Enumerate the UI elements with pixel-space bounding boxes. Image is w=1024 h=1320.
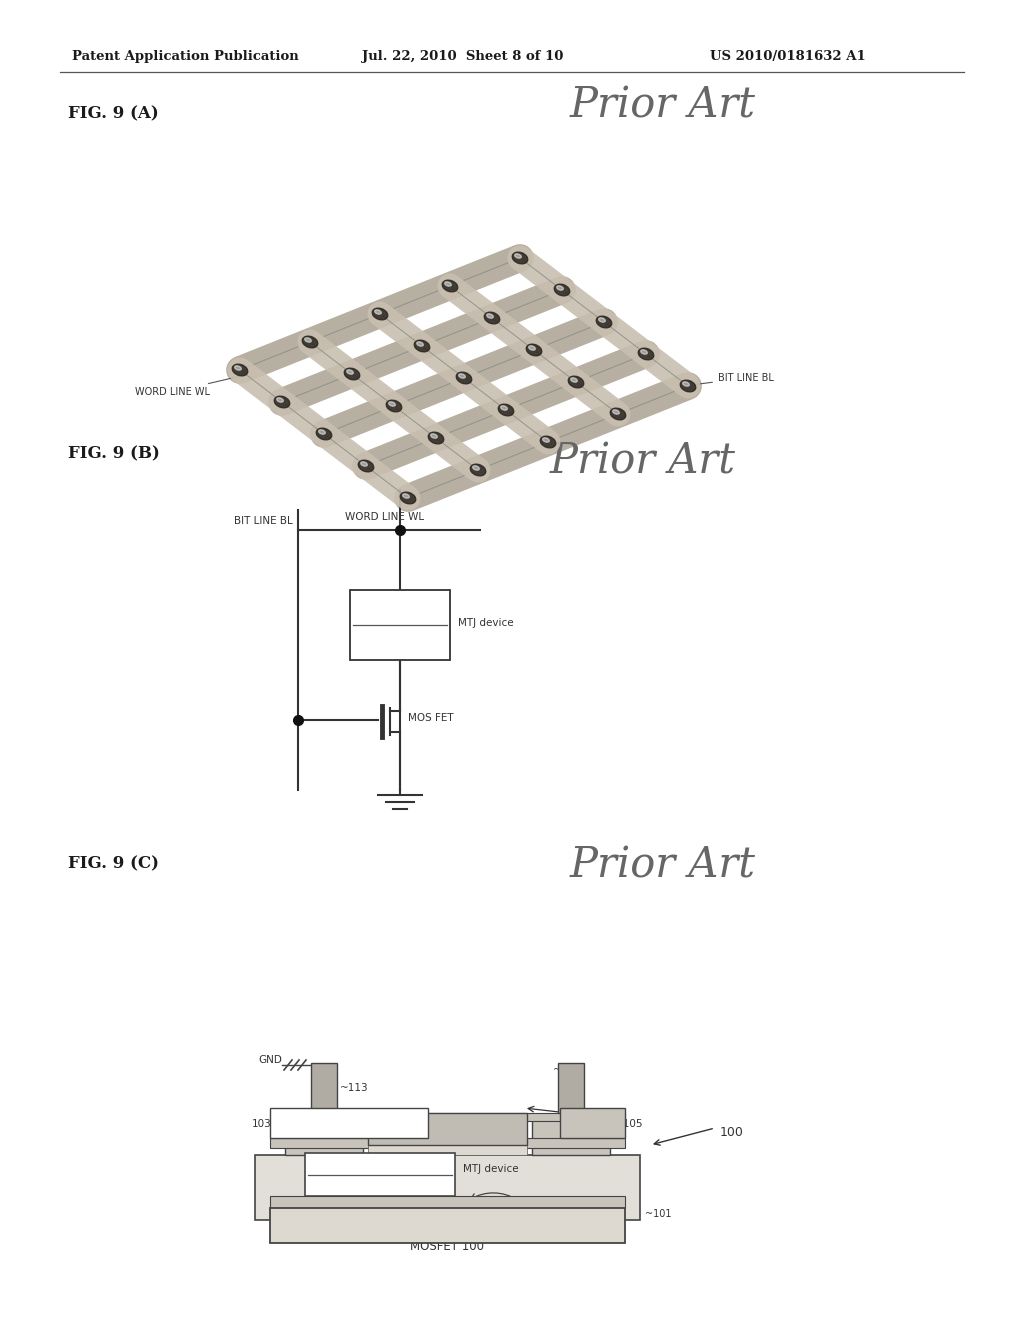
Bar (368, 1113, 527, 1144)
Ellipse shape (344, 368, 359, 380)
Bar (558, 1063, 584, 1113)
Text: WORD LINE WL: WORD LINE WL (345, 512, 424, 521)
Bar (532, 1117, 610, 1155)
Ellipse shape (276, 397, 284, 403)
Ellipse shape (473, 466, 479, 470)
Ellipse shape (316, 428, 332, 440)
Text: FIG. 9 (C): FIG. 9 (C) (68, 855, 159, 873)
Ellipse shape (457, 372, 472, 384)
Ellipse shape (415, 341, 430, 352)
Text: MTJ device: MTJ device (463, 1164, 518, 1175)
Text: MOSFET 100: MOSFET 100 (411, 1239, 484, 1253)
Ellipse shape (501, 405, 507, 411)
Ellipse shape (526, 345, 542, 356)
Text: MOS FET: MOS FET (408, 713, 454, 723)
Text: BIT LINE BL: BIT LINE BL (234, 516, 293, 525)
Text: 103~: 103~ (252, 1119, 280, 1129)
Text: p: p (442, 1180, 453, 1195)
Ellipse shape (402, 494, 410, 498)
Text: Jul. 22, 2010  Sheet 8 of 10: Jul. 22, 2010 Sheet 8 of 10 (362, 50, 563, 63)
Ellipse shape (444, 281, 452, 286)
Ellipse shape (400, 492, 416, 504)
Ellipse shape (528, 346, 536, 350)
Bar (368, 1144, 527, 1155)
Bar (305, 1152, 455, 1196)
Ellipse shape (499, 404, 514, 416)
Ellipse shape (641, 350, 647, 354)
Ellipse shape (554, 284, 569, 296)
Text: 111: 111 (605, 1113, 625, 1123)
Bar (270, 1196, 625, 1208)
Bar (255, 1155, 640, 1220)
Ellipse shape (486, 314, 494, 318)
Text: BIT LINE BL: BIT LINE BL (686, 374, 774, 385)
Ellipse shape (599, 318, 605, 322)
Ellipse shape (431, 434, 437, 438)
Text: ~105: ~105 (615, 1119, 643, 1129)
Ellipse shape (386, 400, 401, 412)
Ellipse shape (318, 430, 326, 434)
Ellipse shape (347, 370, 353, 375)
Ellipse shape (512, 252, 527, 264)
Bar (285, 1117, 362, 1155)
Text: BIT LINE BL: BIT LINE BL (414, 1218, 481, 1232)
Text: WL: WL (439, 1125, 456, 1134)
Ellipse shape (612, 409, 620, 414)
Text: n+: n+ (562, 1130, 581, 1143)
Text: ~113: ~113 (340, 1082, 369, 1093)
Ellipse shape (358, 461, 374, 471)
Bar (270, 1113, 625, 1121)
Ellipse shape (680, 380, 695, 392)
Text: FIG. 9 (B): FIG. 9 (B) (68, 445, 160, 462)
Ellipse shape (274, 396, 290, 408)
Text: 100: 100 (720, 1126, 743, 1139)
Text: MTJ device: MTJ device (458, 618, 514, 628)
Text: ~115: ~115 (553, 1065, 582, 1074)
Text: n+: n+ (314, 1130, 333, 1143)
Ellipse shape (234, 366, 242, 370)
Bar (350, 590, 450, 660)
Ellipse shape (470, 465, 485, 475)
Text: Prior Art: Prior Art (570, 845, 756, 887)
Ellipse shape (417, 342, 423, 346)
Ellipse shape (515, 253, 521, 259)
Ellipse shape (459, 374, 465, 379)
Text: Prior Art: Prior Art (550, 440, 736, 482)
Ellipse shape (484, 312, 500, 323)
Ellipse shape (428, 432, 443, 444)
Ellipse shape (360, 462, 368, 466)
Ellipse shape (570, 378, 578, 383)
Ellipse shape (442, 280, 458, 292)
Ellipse shape (557, 285, 563, 290)
Text: GND: GND (258, 1055, 282, 1065)
Ellipse shape (541, 436, 556, 447)
Bar (270, 1107, 427, 1138)
Ellipse shape (302, 337, 317, 348)
Bar (311, 1063, 337, 1113)
Ellipse shape (373, 308, 388, 319)
Ellipse shape (543, 438, 549, 442)
Ellipse shape (305, 338, 311, 342)
Ellipse shape (638, 348, 653, 360)
Text: US 2010/0181632 A1: US 2010/0181632 A1 (710, 50, 865, 63)
Bar (560, 1107, 625, 1138)
Ellipse shape (683, 381, 689, 387)
Bar (270, 1208, 625, 1243)
Ellipse shape (568, 376, 584, 388)
Bar (270, 1138, 625, 1148)
Ellipse shape (596, 317, 611, 327)
Text: WORD LINE WL: WORD LINE WL (135, 376, 243, 397)
Text: ~101: ~101 (645, 1209, 672, 1218)
Ellipse shape (375, 310, 381, 314)
Text: Patent Application Publication: Patent Application Publication (72, 50, 299, 63)
Text: WRITE LINE: WRITE LINE (319, 1118, 379, 1129)
Text: ~117: ~117 (525, 1196, 555, 1206)
Ellipse shape (610, 408, 626, 420)
Text: Prior Art: Prior Art (570, 84, 756, 127)
Text: FIG. 9 (A): FIG. 9 (A) (68, 106, 159, 121)
Ellipse shape (232, 364, 248, 376)
Ellipse shape (389, 401, 395, 407)
